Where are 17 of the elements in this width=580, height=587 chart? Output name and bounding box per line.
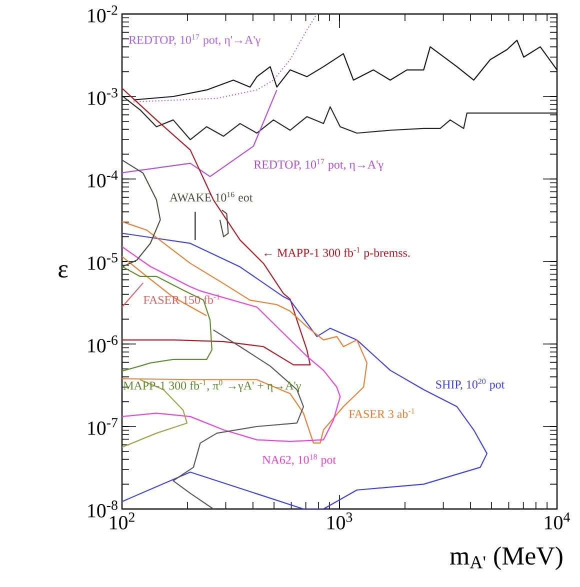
y-tick-label: 10$^{-3}$ bbox=[88, 88, 118, 105]
x-tick-label: 10$^{4}$ bbox=[545, 512, 570, 530]
series-label: ← MAPP-1 300 fb$^{-1}$ p-bremss. bbox=[264, 247, 410, 260]
series-label: REDTOP, 10$^{17}$ pot, η→A'γ bbox=[254, 158, 384, 172]
y-tick-label: 10$^{-4}$ bbox=[88, 170, 118, 188]
y-tick-label: 10$^{-5}$ bbox=[88, 253, 118, 270]
series-label: NA62, 10$^{18}$ pot bbox=[262, 454, 336, 466]
y-tick-label: 10$^{-7}$ bbox=[88, 418, 118, 435]
y-tick-label: 10$^{-2}$ bbox=[88, 6, 118, 22]
x-axis-title: m$_{A'}$ (MeV) bbox=[450, 546, 562, 570]
text: REDTOP, 10$^{17}$ pot, η'→A'γ bbox=[128, 34, 260, 46]
series-label: FASER 3 ab$^{-1}$ bbox=[348, 408, 414, 418]
x-tick-label: 10$^{3}$ bbox=[328, 512, 352, 530]
series-label: SHIP, 10$^{20}$ pot bbox=[436, 378, 505, 391]
y-axis-title: ε bbox=[58, 265, 68, 278]
series-label: AWAKE 10$^{16}$ eot bbox=[170, 192, 253, 202]
y-tick-label: 10$^{-6}$ bbox=[88, 336, 118, 352]
